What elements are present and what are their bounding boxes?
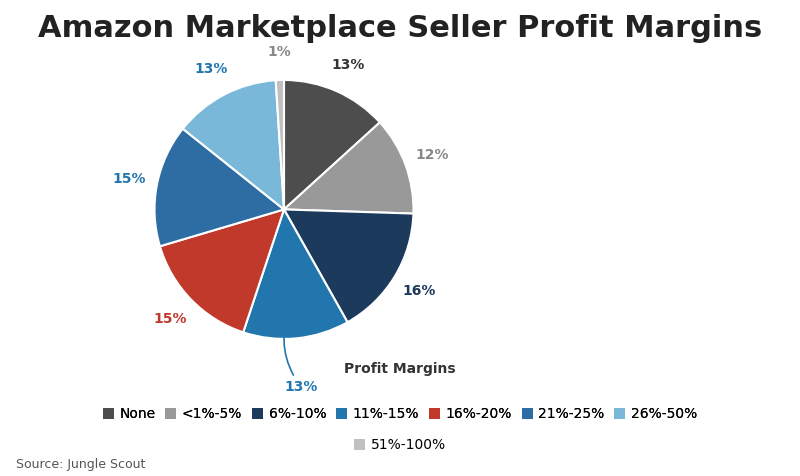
Text: 16%: 16% — [402, 284, 436, 298]
Wedge shape — [284, 209, 414, 322]
Text: 12%: 12% — [415, 148, 449, 162]
Text: 15%: 15% — [154, 312, 187, 327]
Wedge shape — [160, 209, 284, 332]
Wedge shape — [276, 80, 284, 209]
Legend: 51%-100%: 51%-100% — [354, 438, 446, 452]
Wedge shape — [284, 80, 380, 209]
Wedge shape — [154, 129, 284, 246]
Wedge shape — [182, 80, 284, 209]
Text: 15%: 15% — [112, 172, 146, 186]
Wedge shape — [243, 209, 347, 339]
Text: 13%: 13% — [284, 305, 318, 394]
Text: Source: Jungle Scout: Source: Jungle Scout — [16, 458, 146, 471]
Text: Profit Margins: Profit Margins — [344, 362, 456, 376]
Wedge shape — [284, 122, 414, 214]
Legend: None, <1%-5%, 6%-10%, 11%-15%, 16%-20%, 21%-25%, 26%-50%: None, <1%-5%, 6%-10%, 11%-15%, 16%-20%, … — [102, 407, 698, 421]
Text: 13%: 13% — [194, 62, 228, 76]
Text: 1%: 1% — [267, 45, 291, 59]
Text: Amazon Marketplace Seller Profit Margins: Amazon Marketplace Seller Profit Margins — [38, 14, 762, 43]
Text: 13%: 13% — [331, 58, 365, 72]
